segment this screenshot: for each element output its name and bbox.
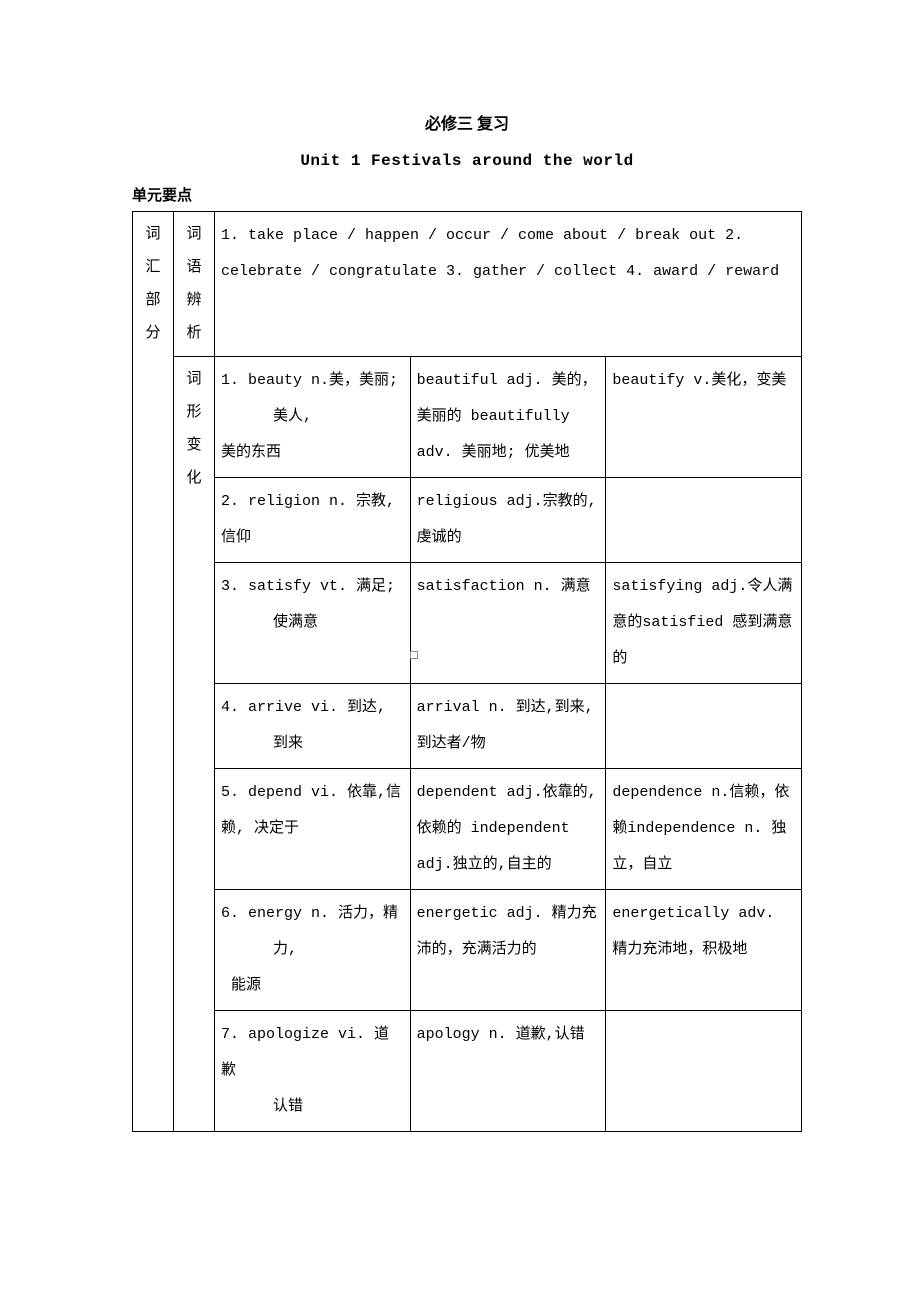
form-cell-c: energetically adv. 精力充沛地，积极地 (606, 890, 802, 1011)
form-cell-b: dependent adj.依靠的,依赖的 independent adj.独立… (410, 769, 606, 890)
side-char: 析 (180, 317, 208, 350)
form-cell-c: dependence n.信赖，依赖independence n. 独立，自立 (606, 769, 802, 890)
table-row: 6. energy n. 活力，精 力, 能源 energetic adj. 精… (133, 890, 802, 1011)
side-char: 化 (180, 462, 208, 495)
form-cell-a: 4. arrive vi. 到达, 到来 (215, 684, 411, 769)
form-cell-c: satisfying adj.令人满意的satisfied 感到满意的 (606, 563, 802, 684)
cell-text: 到来 (221, 726, 303, 762)
form-cell-a: 1. beauty n.美，美丽; 美人, 美的东西 (215, 357, 411, 478)
cell-text: 7. apologize vi. 道歉 (221, 1026, 389, 1079)
form-cell-c: beautify v.美化，变美 (606, 357, 802, 478)
form-cell-b: religious adj.宗教的,虔诚的 (410, 478, 606, 563)
form-cell-a: 6. energy n. 活力，精 力, 能源 (215, 890, 411, 1011)
table-row: 词 形 变 化 1. beauty n.美，美丽; 美人, 美的东西 beaut… (133, 357, 802, 478)
form-cell-c (606, 1011, 802, 1132)
section-label: 单元要点 (132, 184, 802, 205)
form-cell-b: arrival n. 到达,到来,到达者/物 (410, 684, 606, 769)
form-cell-b: energetic adj. 精力充沛的，充满活力的 (410, 890, 606, 1011)
form-cell-a: 7. apologize vi. 道歉 认错 (215, 1011, 411, 1132)
form-cell-a: 3. satisfy vt. 满足; 使满意 (215, 563, 411, 684)
side-word-form: 词 形 变 化 (174, 357, 215, 1132)
cell-text: 美人, (221, 399, 312, 435)
page-marker-icon (410, 651, 418, 659)
discrim-cell: 1. take place / happen / occur / come ab… (215, 212, 802, 357)
form-cell-a: 2. religion n. 宗教,信仰 (215, 478, 411, 563)
side-char: 分 (139, 317, 167, 350)
cell-text: 3. satisfy vt. 满足; (221, 578, 395, 595)
table-row: 2. religion n. 宗教,信仰 religious adj.宗教的,虔… (133, 478, 802, 563)
main-title: 必修三 复习 (132, 110, 802, 134)
side-char: 语 (180, 251, 208, 284)
cell-text: 1. beauty n.美，美丽; (221, 372, 398, 389)
side-char: 汇 (139, 251, 167, 284)
form-cell-b: satisfaction n. 满意 (410, 563, 606, 684)
side-char: 部 (139, 284, 167, 317)
side-char: 形 (180, 396, 208, 429)
cell-text: 力, (221, 932, 297, 968)
form-cell-c (606, 684, 802, 769)
side-char: 词 (139, 218, 167, 251)
cell-text: 美的东西 (221, 444, 281, 461)
cell-text: 认错 (221, 1089, 303, 1125)
side-char: 辨 (180, 284, 208, 317)
table-row: 3. satisfy vt. 满足; 使满意 satisfaction n. 满… (133, 563, 802, 684)
side-char: 词 (180, 363, 208, 396)
side-word-discrim: 词 语 辨 析 (174, 212, 215, 357)
vocab-table: 词 汇 部 分 词 语 辨 析 1. take place / happen /… (132, 211, 802, 1132)
table-row: 4. arrive vi. 到达, 到来 arrival n. 到达,到来,到达… (133, 684, 802, 769)
cell-text: 使满意 (221, 605, 318, 641)
cell-text: 能源 (221, 977, 261, 994)
form-cell-b: apology n. 道歉,认错 (410, 1011, 606, 1132)
table-row: 7. apologize vi. 道歉 认错 apology n. 道歉,认错 (133, 1011, 802, 1132)
side-char: 词 (180, 218, 208, 251)
page-container: 必修三 复习 Unit 1 Festivals around the world… (0, 0, 920, 1192)
cell-text: 6. energy n. 活力，精 (221, 905, 398, 922)
side-vocab-part: 词 汇 部 分 (133, 212, 174, 1132)
table-row: 5. depend vi. 依靠,信赖, 决定于 dependent adj.依… (133, 769, 802, 890)
table-row: 词 汇 部 分 词 语 辨 析 1. take place / happen /… (133, 212, 802, 357)
form-cell-b: beautiful adj. 美的，美丽的 beautifully adv. 美… (410, 357, 606, 478)
unit-title: Unit 1 Festivals around the world (132, 152, 802, 170)
form-cell-a: 5. depend vi. 依靠,信赖, 决定于 (215, 769, 411, 890)
cell-text: 4. arrive vi. 到达, (221, 699, 386, 716)
form-cell-c (606, 478, 802, 563)
side-char: 变 (180, 429, 208, 462)
